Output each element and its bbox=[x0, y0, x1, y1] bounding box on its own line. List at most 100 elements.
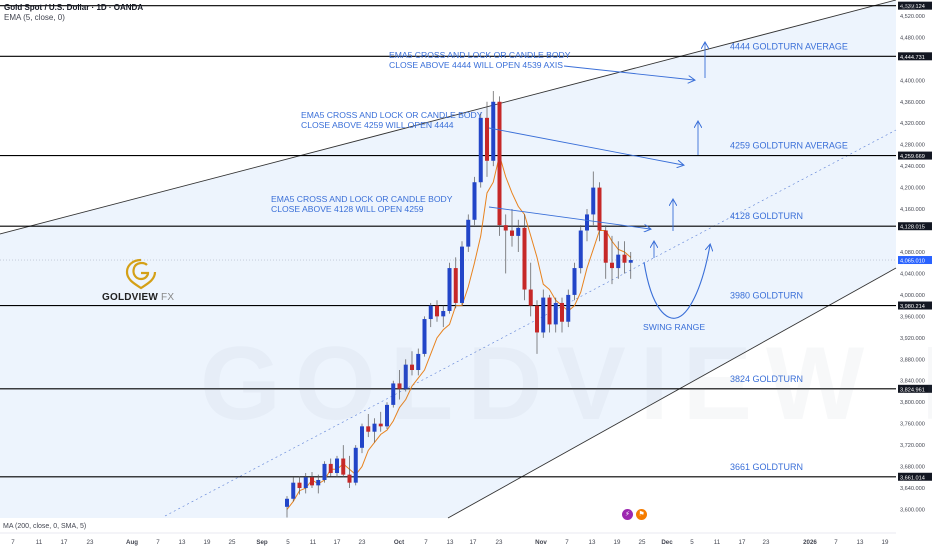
candle-body bbox=[441, 310, 446, 317]
price-tick: 4,040.000 bbox=[900, 271, 925, 277]
current-price-tag-text: 4,065.010 bbox=[900, 259, 925, 265]
price-tick: 4,320.000 bbox=[900, 121, 925, 127]
time-tick: 7 bbox=[11, 539, 15, 546]
logo-name: GOLDVIEW bbox=[102, 292, 159, 303]
time-tick: Sep bbox=[256, 539, 268, 546]
candle-body bbox=[610, 262, 614, 269]
time-tick: 11 bbox=[310, 539, 317, 546]
level-label: 3980 GOLDTURN bbox=[730, 291, 803, 301]
ma-indicator-label[interactable]: MA (200, close, 0, SMA, 5) bbox=[3, 523, 87, 530]
goldturn-levels: 4539 AXIS 4444 GOLDTURN AVERAGE 4259 GOLDT… bbox=[0, 0, 896, 478]
annotation-text: EMA5 CROSS AND LOCK OR CANDLE BODY bbox=[301, 110, 483, 120]
price-tick: 4,400.000 bbox=[900, 78, 925, 84]
event-icons[interactable]: ⚡ ⚑ bbox=[622, 503, 650, 521]
candle-body bbox=[516, 227, 521, 236]
candle-body bbox=[453, 268, 458, 303]
goldview-logo-text: GOLDVIEW FX bbox=[102, 292, 174, 303]
price-tick: 4,520.000 bbox=[900, 14, 925, 20]
time-tick: 17 bbox=[739, 539, 746, 546]
swing-path bbox=[643, 245, 710, 319]
price-tick: 3,840.000 bbox=[900, 379, 925, 385]
price-tick: 3,760.000 bbox=[900, 422, 925, 428]
candle-body bbox=[591, 187, 596, 215]
annotation-arrow bbox=[488, 127, 683, 165]
candle-body bbox=[535, 305, 539, 333]
level-price-tag bbox=[898, 222, 932, 231]
time-tick: 13 bbox=[447, 539, 454, 546]
time-tick: 25 bbox=[229, 539, 236, 546]
time-tick: 5 bbox=[286, 539, 290, 546]
candle-body bbox=[616, 254, 621, 269]
price-tick: 4,360.000 bbox=[900, 100, 925, 106]
time-tick: 23 bbox=[763, 539, 770, 546]
time-tick: 19 bbox=[614, 539, 621, 546]
time-tick: 23 bbox=[496, 539, 503, 546]
time-tick: 13 bbox=[179, 539, 186, 546]
price-tick: 3,640.000 bbox=[900, 486, 925, 492]
candle-body bbox=[410, 364, 414, 371]
candle-body bbox=[353, 447, 358, 483]
time-tick: 7 bbox=[834, 539, 838, 546]
price-tick: 3,600.000 bbox=[900, 508, 925, 514]
time-tick: 7 bbox=[565, 539, 569, 546]
event-flag-icon[interactable]: ⚑ bbox=[636, 509, 647, 520]
current-price-tag bbox=[898, 256, 932, 265]
level-price-tag-text: 4,259.669 bbox=[900, 154, 925, 160]
price-tick: 3,720.000 bbox=[900, 443, 925, 449]
logo-suffix: FX bbox=[161, 292, 175, 303]
time-tick: 19 bbox=[882, 539, 889, 546]
time-tick: 13 bbox=[857, 539, 864, 546]
level-price-tag-text: 3,661.014 bbox=[900, 475, 925, 481]
candle-body bbox=[360, 426, 364, 448]
candle-body bbox=[466, 219, 471, 247]
channel-upper-line bbox=[0, 0, 897, 235]
candle-body bbox=[528, 289, 533, 306]
candle-body bbox=[297, 482, 302, 489]
time-axis: 7 11 17 23 Aug 7 13 19 25 Sep 5 11 17 23 Oct 7 13 17 23 Nov… bbox=[0, 532, 896, 546]
candle-body bbox=[503, 225, 508, 231]
level-label: 4444 GOLDTURN AVERAGE bbox=[730, 41, 848, 51]
candle-body bbox=[347, 474, 352, 483]
time-tick: Dec bbox=[661, 539, 673, 546]
candle-body bbox=[328, 463, 333, 474]
candle-body bbox=[566, 294, 571, 322]
price-tick: 4,280.000 bbox=[900, 143, 925, 149]
price-tick: 4,480.000 bbox=[900, 35, 925, 41]
level-price-tag bbox=[898, 301, 932, 310]
price-tick: 4,160.000 bbox=[900, 207, 925, 213]
annotation-text: CLOSE ABOVE 4259 WILL OPEN 4444 bbox=[301, 120, 454, 130]
candle-body bbox=[310, 477, 314, 486]
goldview-logo-icon bbox=[125, 258, 157, 290]
time-tick: 17 bbox=[470, 539, 477, 546]
candle-body bbox=[366, 426, 371, 432]
time-tick: 17 bbox=[334, 539, 341, 546]
candle-body bbox=[597, 187, 602, 231]
candle-body bbox=[335, 458, 339, 474]
price-tick: 4,080.000 bbox=[900, 250, 925, 256]
candle-body bbox=[341, 458, 346, 475]
ema-indicator-label[interactable]: EMA (5, close, 0) bbox=[4, 13, 65, 22]
time-tick: 25 bbox=[639, 539, 646, 546]
swing-label: SWING RANGE bbox=[643, 322, 705, 332]
candle-body bbox=[522, 227, 527, 290]
annotations: EMA5 CROSS AND LOCK OR CANDLE BODYCLOSE … bbox=[271, 43, 710, 332]
price-tick: 4,240.000 bbox=[900, 164, 925, 170]
level-price-tag bbox=[898, 1, 932, 10]
time-tick: Nov bbox=[535, 539, 547, 546]
annotation-text: CLOSE ABOVE 4128 WILL OPEN 4259 bbox=[271, 204, 424, 214]
time-tick: 7 bbox=[424, 539, 428, 546]
candle-body bbox=[378, 423, 383, 427]
level-label: 3661 GOLDTURN bbox=[730, 462, 803, 472]
time-tick: Aug bbox=[126, 539, 138, 546]
level-price-tag-text: 4,539.124 bbox=[900, 4, 925, 10]
symbol-title[interactable]: Gold Spot / U.S. Dollar · 1D · OANDA bbox=[4, 3, 144, 12]
time-tick: 13 bbox=[589, 539, 596, 546]
event-flash-icon[interactable]: ⚡ bbox=[622, 509, 633, 520]
level-price-tag bbox=[898, 151, 932, 160]
time-tick: 2026 bbox=[803, 539, 817, 546]
candle-body bbox=[603, 230, 608, 263]
level-price-tag bbox=[898, 384, 932, 393]
candle-body bbox=[491, 101, 496, 161]
time-tick: 7 bbox=[156, 539, 160, 546]
